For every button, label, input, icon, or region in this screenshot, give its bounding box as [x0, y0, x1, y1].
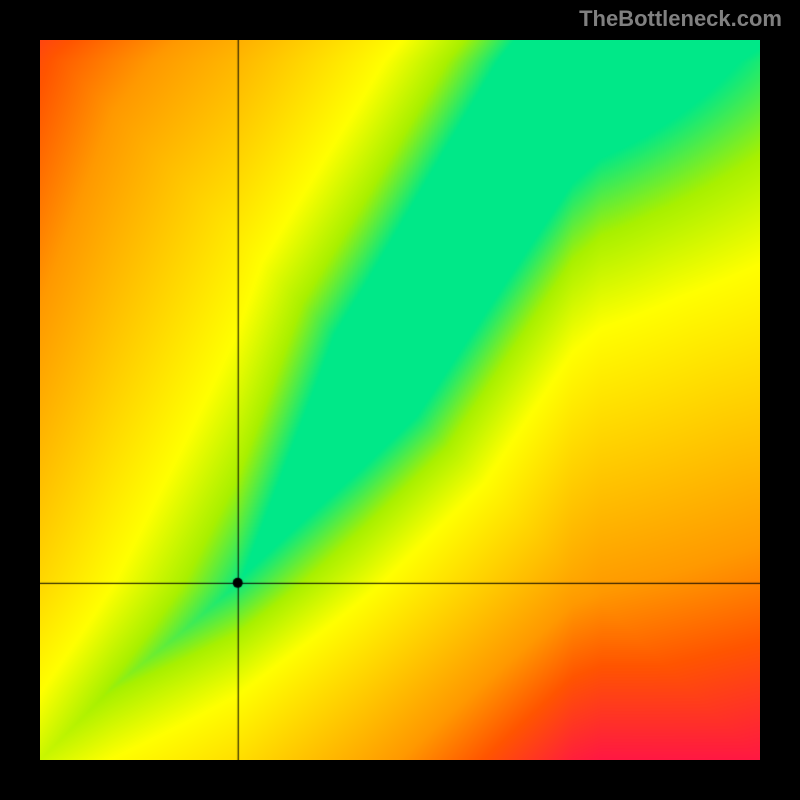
heatmap-canvas [40, 40, 760, 760]
heatmap-plot [40, 40, 760, 760]
watermark-text: TheBottleneck.com [579, 6, 782, 32]
